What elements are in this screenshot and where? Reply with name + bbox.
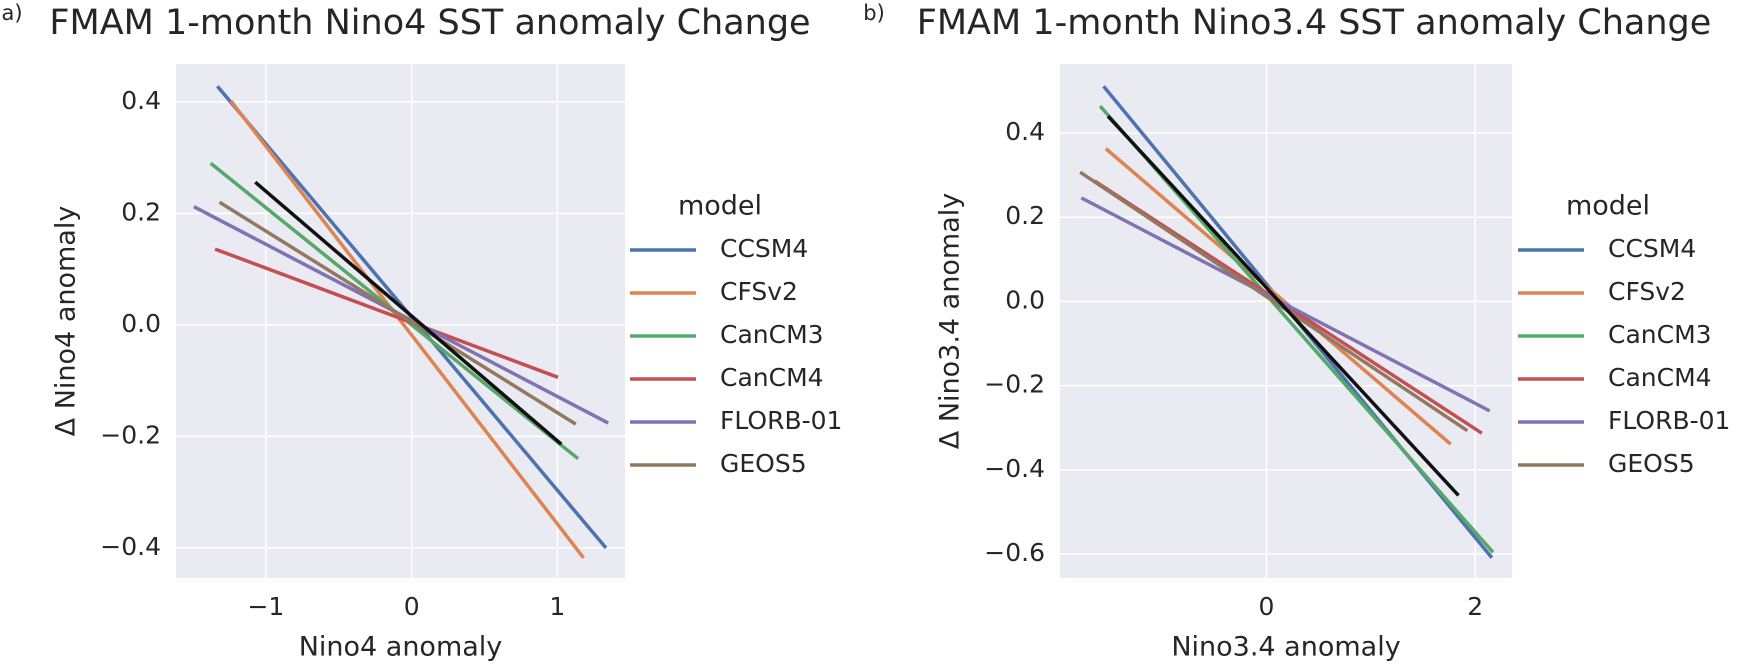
regression-line [1079,170,1469,433]
y-tick-label: 0.4 [121,86,161,115]
legend-label: CFSv2 [720,277,798,306]
legend-label: CanCM4 [720,363,824,392]
legend-label: GEOS5 [1608,449,1695,478]
legend-title: model [1566,191,1650,222]
y-tick-label: 0.2 [1005,201,1045,230]
legend-label: GEOS5 [720,449,807,478]
regression-line [218,200,577,426]
legend-label: CanCM3 [720,320,824,349]
y-tick-label: 0.4 [1005,117,1045,146]
y-tick-label: −0.2 [100,420,161,449]
legend-label: CFSv2 [1608,277,1686,306]
regression-line [229,99,585,560]
legend-label: CCSM4 [720,234,808,263]
legend-label: FLORB-01 [720,406,842,435]
x-tick-label: 0 [404,592,420,621]
x-tick-label: −1 [247,592,284,621]
regression-line [1080,196,1491,413]
x-tick-label: 0 [1259,592,1275,621]
regression-line [1104,147,1452,446]
y-axis-label: Δ Nino3.4 anomaly [935,193,966,449]
legend-label: FLORB-01 [1608,406,1730,435]
x-axis-label: Nino3.4 anomaly [1171,632,1400,663]
regression-line [254,180,563,446]
y-tick-label: 0.0 [121,309,161,338]
y-tick-label: 0.2 [121,197,161,226]
y-axis-label: Δ Nino4 anomaly [51,206,82,437]
chart-title: FMAM 1-month Nino4 SST anomaly Change [49,3,810,43]
y-tick-label: −0.4 [984,454,1045,483]
y-tick-label: −0.6 [984,538,1045,567]
legend-title: model [678,191,762,222]
y-tick-label: 0.0 [1005,285,1045,314]
panel-label: b) [863,1,885,25]
y-tick-label: −0.2 [984,370,1045,399]
regression-line [1106,115,1460,497]
x-tick-label: 2 [1467,592,1483,621]
y-tick-label: −0.4 [100,532,161,561]
legend-label: CCSM4 [1608,234,1696,263]
x-tick-label: 1 [549,592,565,621]
panel-label: a) [1,1,22,25]
chart-title: FMAM 1-month Nino3.4 SST anomaly Change [917,3,1712,43]
regression-line [214,247,559,379]
x-axis-label: Nino4 anomaly [299,632,503,663]
legend-label: CanCM4 [1608,363,1712,392]
legend-label: CanCM3 [1608,320,1712,349]
